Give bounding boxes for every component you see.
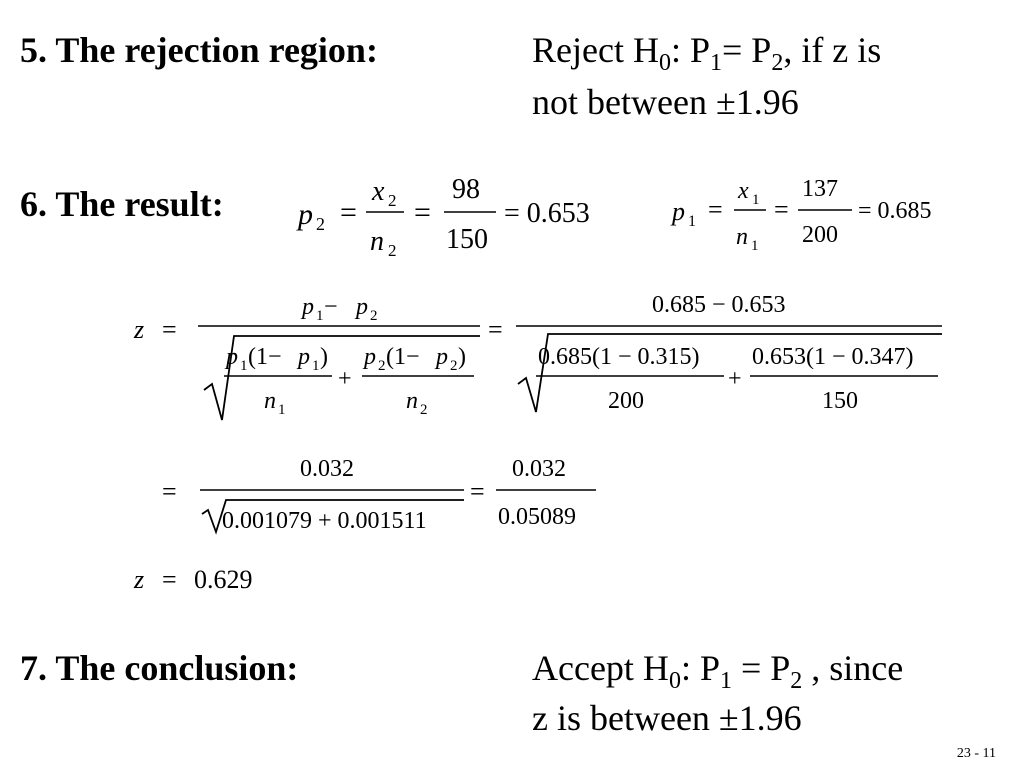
zf-t1-p-sub: 1	[240, 358, 248, 374]
p1-var: p	[670, 197, 685, 226]
step5-p2-sub: 2	[771, 50, 784, 76]
z-formula: z = p 1 − p 2 p 1 (1− p 1 ) n 1 + p 2 (1…	[133, 292, 942, 421]
p1-eq2: =	[774, 195, 789, 224]
step7-p-text: : P	[680, 648, 720, 688]
step5-line2: not between ±1.96	[532, 82, 799, 122]
zf-t2-p-sub: 2	[378, 358, 386, 374]
p1-formula: p 1 = x 1 n 1 = 137 200 = 0.685	[670, 176, 932, 254]
p1-eq1: =	[708, 195, 723, 224]
zf-t2-open: (1−	[386, 344, 420, 370]
step7-conclusion: Accept H0: P1 = P2 , since	[532, 648, 904, 693]
step7-p2-sub: 2	[790, 668, 803, 694]
p1-num-val: 137	[802, 176, 838, 202]
p1-sub: 1	[688, 213, 696, 230]
zf-t2-close: )	[458, 344, 466, 370]
zf-t2-n-sub: 2	[420, 402, 428, 418]
zf-radical	[203, 335, 480, 421]
zf-num-p1: p	[300, 294, 314, 320]
step5-p-text: : P	[670, 30, 710, 70]
z-step2: = 0.032 0.001079 + 0.001511 = 0.032 0.05…	[162, 456, 596, 535]
zf-t1-p: p	[224, 344, 238, 370]
p1-n-sub: 1	[751, 238, 759, 254]
p2-result: = 0.653	[504, 198, 590, 229]
zf-t1-n-sub: 1	[278, 402, 286, 418]
zfin-var: z	[133, 565, 144, 594]
zf-num-values: 0.685 − 0.653	[652, 292, 786, 318]
p2-var: p	[296, 198, 313, 231]
zf-t1-den: 200	[608, 388, 644, 414]
zf-t2-p2-sub: 2	[450, 358, 458, 374]
zf-values-radical	[517, 333, 942, 413]
p2-num-val: 98	[452, 174, 480, 205]
zf-t1-p2-sub: 1	[312, 358, 320, 374]
p2-den-val: 150	[446, 224, 488, 255]
zs-den: 0.001079 + 0.001511	[222, 508, 427, 534]
zf-eq2: =	[488, 315, 503, 344]
zf-t1-values: 0.685(1 − 0.315)	[538, 344, 700, 370]
p1-x-sub: 1	[752, 192, 760, 208]
step7-eq: = P	[731, 648, 791, 688]
step5-eq: = P	[721, 30, 772, 70]
zf-t2-p: p	[362, 344, 376, 370]
step5-rejection-rule: Reject H0: P1= P2, if z is	[532, 30, 882, 75]
step7-heading: 7. The conclusion:	[20, 648, 299, 688]
z-final: z = 0.629	[133, 565, 253, 594]
zf-t1-n: n	[264, 388, 276, 414]
p2-eq1: =	[340, 196, 357, 229]
step7-suffix: , since	[802, 648, 904, 688]
p2-x: x	[371, 176, 385, 207]
z-eq1: =	[162, 315, 177, 344]
zfin-eq: =	[162, 565, 177, 594]
zf-t1-p2: p	[296, 344, 310, 370]
zf-num-p2-sub: 2	[370, 308, 378, 324]
step5-h-sub: 0	[658, 50, 671, 76]
p1-den-val: 200	[802, 222, 838, 248]
zf-t2-den: 150	[822, 388, 858, 414]
p2-eq2: =	[414, 196, 431, 229]
p2-n: n	[370, 226, 384, 257]
step7-line2: z is between ±1.96	[532, 698, 802, 738]
zf-t2-n: n	[406, 388, 418, 414]
p2-n-sub: 2	[388, 241, 397, 260]
zfin-value: 0.629	[194, 565, 253, 594]
step6-heading: 6. The result:	[20, 184, 224, 224]
zs-num2: 0.032	[512, 456, 566, 482]
step5-text: Reject H	[532, 30, 659, 70]
step5-p1-sub: 1	[709, 50, 722, 76]
p2-x-sub: 2	[388, 191, 397, 210]
p1-result: = 0.685	[858, 198, 932, 224]
zf-num-minus: −	[324, 294, 338, 320]
zf-values-plus: +	[728, 366, 742, 392]
zf-t1-open: (1−	[248, 344, 282, 370]
zs-eq1: =	[162, 477, 177, 506]
zf-t2-values: 0.653(1 − 0.347)	[752, 344, 914, 370]
p1-n: n	[736, 224, 748, 250]
zf-t1-close: )	[320, 344, 328, 370]
p2-sub: 2	[316, 214, 325, 234]
zf-plus: +	[338, 366, 352, 392]
step7-p1-sub: 1	[719, 668, 732, 694]
step5-heading: 5. The rejection region:	[20, 30, 378, 70]
zs-num: 0.032	[300, 456, 354, 482]
zf-num-p2: p	[354, 294, 368, 320]
step7-h-sub: 0	[668, 668, 681, 694]
step7-text: Accept H	[532, 648, 669, 688]
step5-suffix: , if z is	[783, 30, 882, 70]
zf-num-p1-sub: 1	[316, 308, 324, 324]
p1-x: x	[737, 178, 749, 204]
p2-formula: p 2 = x 2 n 2 = 98 150 = 0.653	[296, 174, 590, 260]
zf-t2-p2: p	[434, 344, 448, 370]
z-var: z	[133, 315, 144, 344]
page-number: 23 - 11	[956, 746, 996, 761]
zs-radical	[201, 499, 464, 535]
zs-eq2: =	[470, 477, 485, 506]
zs-den2: 0.05089	[498, 504, 576, 530]
